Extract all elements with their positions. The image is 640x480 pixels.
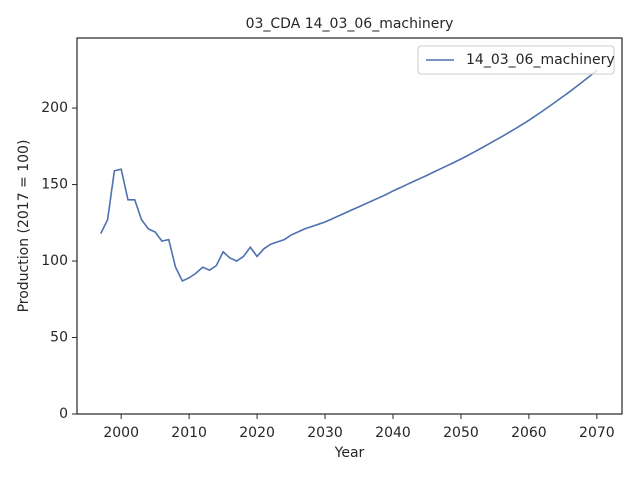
x-tick-label: 2010 <box>171 425 207 441</box>
y-axis-label: Production (2017 = 100) <box>16 140 32 313</box>
x-tick-label: 2020 <box>239 425 275 441</box>
chart-title: 03_CDA 14_03_06_machinery <box>246 16 454 32</box>
y-tick-label: 200 <box>41 100 68 116</box>
y-tick-label: 150 <box>41 177 68 193</box>
legend-box <box>417 45 615 75</box>
x-tick-label: 2070 <box>579 425 615 441</box>
x-tick-label: 2030 <box>307 425 343 441</box>
x-axis-label: Year <box>334 445 365 461</box>
x-tick-label: 2040 <box>375 425 411 441</box>
y-tick-label: 0 <box>59 406 68 422</box>
legend-label: 14_03_06_machinery <box>466 52 615 68</box>
y-tick-label: 50 <box>50 330 68 346</box>
data-line <box>100 69 598 282</box>
x-tick-label: 2000 <box>103 425 139 441</box>
plot-frame <box>76 37 623 415</box>
y-tick-label: 100 <box>41 253 68 269</box>
x-tick-label: 2060 <box>511 425 547 441</box>
x-tick-label: 2050 <box>443 425 479 441</box>
